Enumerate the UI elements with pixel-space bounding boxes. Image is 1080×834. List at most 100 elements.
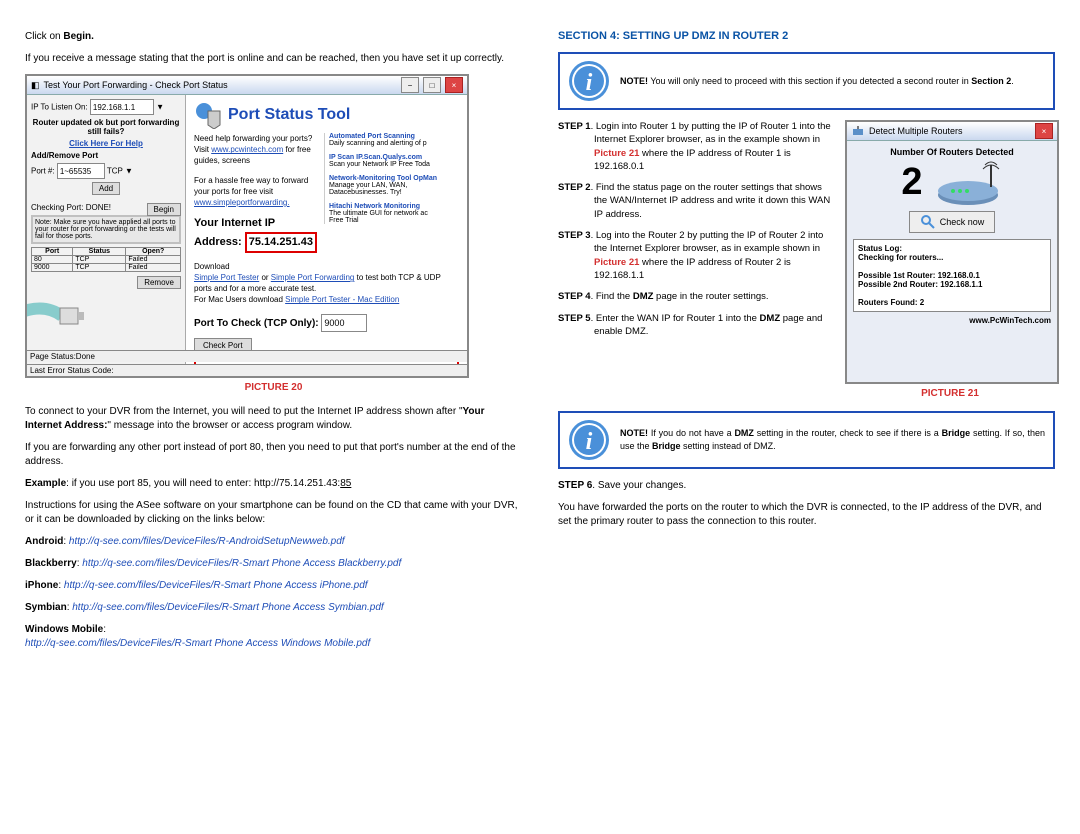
wm-line: Windows Mobile:http://q-see.com/files/De… (25, 623, 522, 651)
svg-text:i: i (586, 429, 593, 455)
status-bar-1: Page Status:Done (27, 350, 467, 362)
para-5: Instructions for using the ASee software… (25, 499, 522, 527)
iphone-link[interactable]: http://q-see.com/files/DeviceFiles/R-Sma… (64, 580, 368, 591)
info-icon: i (568, 60, 610, 102)
ip-listen-input[interactable] (90, 99, 154, 115)
ip-highlight: 75.14.251.43 (245, 232, 317, 253)
ad-heading[interactable]: Automated Port Scanning (329, 133, 459, 140)
detected-heading: Number Of Routers Detected (853, 147, 1051, 157)
detect-icon (851, 124, 865, 138)
close-button[interactable]: × (1035, 123, 1053, 139)
ad-text: Daily scanning and alerting of p (329, 140, 459, 147)
symbian-link[interactable]: http://q-see.com/files/DeviceFiles/R-Sma… (72, 602, 383, 613)
ad-heading[interactable]: IP Scan (329, 154, 354, 161)
remove-button[interactable]: Remove (137, 276, 181, 289)
ad-text: Free Trial (329, 217, 459, 224)
picture-20-screenshot: ◧ Test Your Port Forwarding - Check Port… (25, 74, 469, 378)
spf-link[interactable]: www.simpleportforwarding. (194, 198, 290, 207)
th-open: Open? (126, 248, 181, 256)
step-3: STEP 3. Log into the Router 2 by putting… (558, 229, 833, 282)
intro-2: If you receive a message stating that th… (25, 52, 522, 66)
note-label: NOTE! (620, 76, 648, 86)
cell: 80 (32, 256, 73, 264)
port-label: Port #: (31, 167, 55, 176)
check-now-button[interactable]: Check now (909, 211, 996, 233)
spf-link2[interactable]: Simple Port Forwarding (271, 273, 355, 282)
text: Click on (25, 31, 63, 42)
iphone-line: iPhone: http://q-see.com/files/DeviceFil… (25, 579, 522, 593)
cell: Failed (126, 264, 181, 272)
example-line: Example: if you use port 85, you will ne… (25, 477, 522, 491)
minimize-button[interactable]: − (401, 77, 419, 93)
footer-link[interactable]: www.PcWinTech.com (853, 316, 1051, 325)
window-title: Detect Multiple Routers (869, 126, 963, 136)
window-title: Test Your Port Forwarding - Check Port S… (44, 80, 228, 90)
th-port: Port (32, 248, 73, 256)
wm-link[interactable]: http://q-see.com/files/DeviceFiles/R-Sma… (25, 638, 370, 649)
left-panel: IP To Listen On: ▼ Router updated ok but… (27, 95, 186, 377)
mac-link[interactable]: Simple Port Tester - Mac Edition (285, 295, 399, 304)
add-remove-label: Add/Remove Port (31, 151, 181, 160)
info-icon: i (568, 419, 610, 461)
port-check-label: Port To Check (TCP Only): (194, 318, 319, 329)
text: For a hassle free way to forward your po… (194, 176, 308, 196)
para-3: To connect to your DVR from the Internet… (25, 405, 522, 433)
cell: TCP (73, 264, 126, 272)
status-line: Checking for routers... (858, 253, 1046, 262)
download-label: Download (194, 262, 230, 271)
ad-heading[interactable]: Network-Monitoring Tool (329, 175, 411, 182)
help-link[interactable]: Click Here For Help (69, 139, 143, 148)
app-icon: ◧ (31, 80, 40, 91)
ad-text: IP.Scan.Qualys.com (356, 154, 422, 161)
globe-shield-icon (194, 101, 222, 129)
window-titlebar: Detect Multiple Routers × (847, 122, 1057, 141)
magnifier-icon (920, 214, 936, 230)
step-2: STEP 2. Find the status page on the rout… (558, 181, 833, 221)
picture-21-screenshot: Detect Multiple Routers × Number Of Rout… (845, 120, 1059, 384)
cell: 9000 (32, 264, 73, 272)
spt-link[interactable]: Simple Port Tester (194, 273, 259, 282)
th-status: Status (73, 248, 126, 256)
add-button[interactable]: Add (92, 182, 120, 195)
result-text: 9000 is online and can be reached. (242, 376, 407, 378)
right-panel: Port Status Tool Automated Port Scanning… (186, 95, 467, 377)
final-para: You have forwarded the ports on the rout… (558, 501, 1055, 529)
picture-21-caption: PICTURE 21 (845, 388, 1055, 399)
begin-button[interactable]: Begin (147, 203, 181, 216)
para-4: If you are forwarding any other port ins… (25, 441, 522, 469)
status-bar-2: Last Error Status Code: (27, 364, 467, 376)
ad-column: Automated Port Scanning Daily scanning a… (324, 133, 459, 224)
close-button[interactable]: × (445, 77, 463, 93)
android-link[interactable]: http://q-see.com/files/DeviceFiles/R-And… (69, 536, 345, 547)
port-input[interactable] (57, 163, 105, 179)
ad-text: Manage your LAN, WAN, Datacebusinesses. … (329, 182, 459, 196)
pcwintech-link[interactable]: www.pcwintech.com (211, 145, 283, 154)
note-box-1: i NOTE! You will only need to proceed wi… (558, 52, 1055, 110)
router-count: 2 (901, 161, 922, 204)
router-icon (933, 157, 1003, 207)
step-6: STEP 6. Save your changes. (558, 479, 1055, 493)
ad-text: The ultimate GUI for network ac (329, 210, 459, 217)
intro-1: Click on Begin. (25, 30, 522, 44)
ad-heading[interactable]: Hitachi Network Monitoring (329, 203, 459, 210)
cell: Failed (126, 256, 181, 264)
status-log-header: Status Log: (858, 244, 1046, 253)
port-check-input[interactable] (321, 314, 367, 332)
blackberry-link[interactable]: http://q-see.com/files/DeviceFiles/R-Sma… (82, 558, 401, 569)
checking-label: Checking Port: DONE! (31, 203, 111, 212)
picture-20-caption: PICTURE 20 (25, 382, 522, 393)
cable-icon (25, 296, 92, 336)
ad-text: Scan your Network IP Free Toda (329, 161, 459, 168)
maximize-button[interactable]: □ (423, 77, 441, 93)
note-label: NOTE! (620, 428, 648, 438)
symbian-line: Symbian: http://q-see.com/files/DeviceFi… (25, 601, 522, 615)
your-ip-value: 75.14.251.43 (249, 236, 313, 248)
ip-listen-label: IP To Listen On: (31, 103, 88, 112)
right-column: SECTION 4: SETTING UP DMZ IN ROUTER 2 i … (540, 0, 1080, 834)
step-1: STEP 1. Login into Router 1 by putting t… (558, 120, 833, 173)
section-4-title: SECTION 4: SETTING UP DMZ IN ROUTER 2 (558, 30, 1055, 42)
proto: TCP (107, 167, 123, 176)
cell: TCP (73, 256, 126, 264)
status-line: Possible 2nd Router: 192.168.1.1 (858, 280, 1046, 289)
left-column: Click on Begin. If you receive a message… (0, 0, 540, 834)
